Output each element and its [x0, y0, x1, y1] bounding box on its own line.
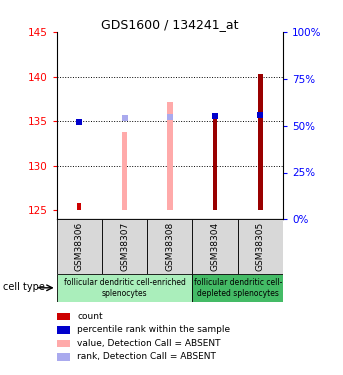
Bar	[258, 74, 263, 210]
Bar	[57, 274, 192, 302]
Bar	[192, 219, 238, 274]
Text: follicular dendritic cell-enriched
splenocytes: follicular dendritic cell-enriched splen…	[63, 278, 186, 297]
Text: GSM38305: GSM38305	[256, 222, 265, 271]
Text: count: count	[77, 312, 103, 321]
Text: GSM38306: GSM38306	[75, 222, 84, 271]
Bar	[57, 219, 102, 274]
Bar	[102, 219, 147, 274]
Bar	[147, 219, 192, 274]
Bar	[213, 116, 217, 210]
Text: value, Detection Call = ABSENT: value, Detection Call = ABSENT	[77, 339, 221, 348]
Text: follicular dendritic cell-
depleted splenocytes: follicular dendritic cell- depleted sple…	[193, 278, 282, 297]
Text: GSM38307: GSM38307	[120, 222, 129, 271]
Bar	[122, 132, 127, 210]
Bar	[167, 102, 173, 210]
Text: rank, Detection Call = ABSENT: rank, Detection Call = ABSENT	[77, 352, 216, 362]
Text: GSM38308: GSM38308	[165, 222, 174, 271]
Text: cell type: cell type	[3, 282, 45, 292]
Text: percentile rank within the sample: percentile rank within the sample	[77, 326, 230, 334]
Text: GSM38304: GSM38304	[211, 222, 220, 271]
Bar	[77, 203, 82, 210]
Title: GDS1600 / 134241_at: GDS1600 / 134241_at	[101, 18, 238, 31]
Bar	[192, 274, 283, 302]
Bar	[238, 219, 283, 274]
